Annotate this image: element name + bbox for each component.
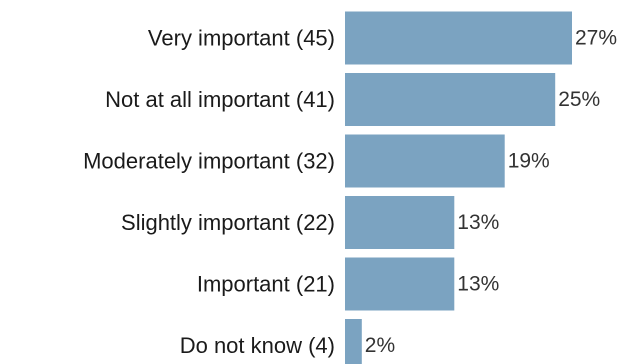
category-label-4: Important (21) (197, 272, 335, 297)
bar-1 (345, 73, 556, 126)
bar-4 (345, 257, 455, 311)
value-label-1: 25% (558, 88, 600, 111)
category-label-5: Do not know (4) (180, 333, 335, 358)
value-label-5: 2% (365, 334, 395, 357)
category-label-1: Not at all important (41) (105, 87, 335, 112)
bar-2 (345, 134, 505, 188)
bar-3 (345, 196, 455, 249)
category-label-0: Very important (45) (148, 26, 335, 51)
value-label-3: 13% (457, 211, 499, 234)
value-label-4: 13% (457, 273, 499, 296)
value-label-0: 27% (575, 27, 617, 50)
category-label-2: Moderately important (32) (83, 149, 335, 174)
category-label-3: Slightly important (22) (121, 210, 335, 235)
bar-0 (345, 11, 572, 65)
value-label-2: 19% (508, 150, 550, 173)
bar-5 (345, 319, 362, 364)
